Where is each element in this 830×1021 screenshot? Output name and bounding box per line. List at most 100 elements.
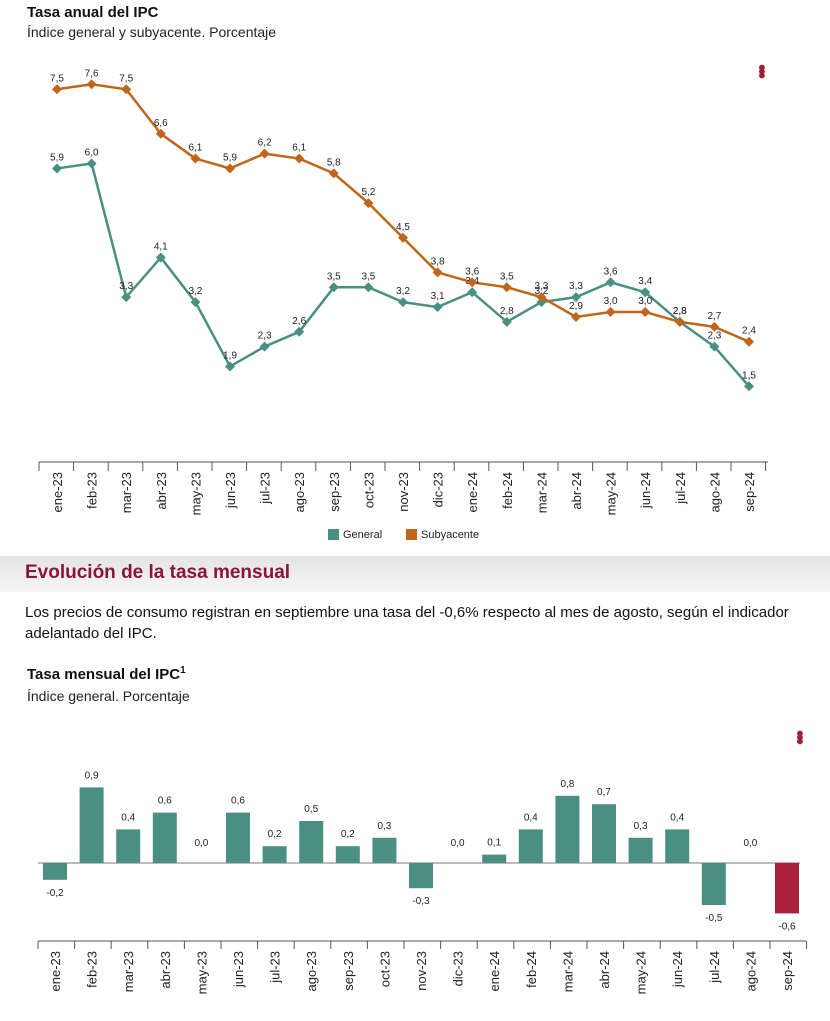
x-tick-label: ago-24 (707, 472, 722, 512)
data-point-subyacente (640, 307, 651, 317)
series-line-general (56, 162, 750, 388)
bar-value-label: 0,3 (377, 821, 391, 832)
x-tick-label: ene-24 (487, 951, 502, 991)
x-tick-label: feb-23 (85, 472, 100, 509)
bar-value-label: 0,5 (304, 804, 318, 815)
bar (518, 829, 543, 863)
bar (482, 854, 507, 863)
data-point-general (328, 282, 339, 293)
x-tick-label: ago-24 (743, 951, 758, 991)
bar-value-label: 0,4 (670, 812, 684, 823)
data-label-general: 6,0 (85, 148, 99, 159)
data-label-general: 3,2 (396, 286, 410, 297)
monthly-chart-title-text: Tasa mensual del IPC (27, 666, 181, 683)
legend-label-subyacente: Subyacente (421, 529, 479, 541)
x-tick-label: abr-23 (154, 472, 169, 510)
bar (628, 837, 653, 863)
data-point-general (432, 302, 443, 313)
data-label-general: 1,9 (223, 350, 237, 361)
data-point-general (398, 297, 408, 308)
data-point-subyacente (225, 163, 235, 174)
data-point-general (709, 341, 720, 352)
data-label-subyacente: 3,6 (465, 266, 479, 277)
legend-label-general: General (343, 529, 382, 541)
bar (701, 863, 726, 905)
monthly-chart-subtitle: Índice general. Porcentaje (27, 688, 190, 704)
data-label-general: 3,4 (638, 276, 652, 287)
x-tick-label: dic-23 (431, 472, 446, 507)
section-divider (0, 556, 830, 592)
data-point-general (744, 381, 754, 392)
bar-value-label: 0,2 (268, 829, 282, 840)
bar-value-label: 0,2 (341, 829, 355, 840)
legend-swatch-general (328, 529, 339, 540)
bar (116, 829, 141, 863)
x-tick-label: jun-24 (670, 951, 685, 988)
data-point-general (225, 361, 235, 372)
x-tick-label: abr-24 (569, 472, 584, 510)
data-label-general: 2,6 (292, 316, 306, 327)
data-point-subyacente (294, 153, 305, 164)
data-point-general (259, 341, 270, 352)
data-label-general: 3,3 (119, 281, 133, 292)
x-tick-label: feb-24 (500, 472, 515, 509)
data-label-subyacente: 7,6 (85, 68, 99, 79)
data-point-subyacente (501, 282, 512, 293)
data-label-subyacente: 2,8 (673, 306, 687, 317)
x-tick-label: sep-23 (327, 472, 342, 512)
x-tick-label: may-24 (604, 472, 619, 515)
annual-chart-title: Tasa anual del IPC (27, 4, 159, 21)
data-label-general: 3,2 (534, 286, 548, 297)
data-label-subyacente: 5,2 (361, 187, 375, 198)
data-point-subyacente (363, 198, 374, 209)
x-tick-label: jul-24 (673, 472, 688, 505)
data-label-subyacente: 7,5 (119, 73, 133, 84)
data-point-subyacente (432, 267, 443, 278)
x-tick-label: mar-23 (121, 951, 136, 992)
x-tick-label: oct-23 (377, 951, 392, 987)
bar-value-label: 0,4 (524, 812, 538, 823)
data-label-subyacente: 6,1 (292, 143, 306, 154)
legend-swatch-subyacente (406, 529, 417, 540)
footnote-marker: 1 (180, 665, 186, 676)
data-label-general: 3,1 (431, 291, 445, 302)
data-point-general (605, 277, 616, 288)
data-label-general: 3,2 (188, 286, 202, 297)
x-tick-label: jun-23 (223, 472, 238, 509)
data-point-general (155, 252, 166, 263)
data-point-subyacente (155, 128, 166, 139)
data-point-general (363, 282, 374, 293)
x-tick-label: ene-24 (465, 472, 480, 512)
data-point-subyacente (744, 336, 754, 347)
data-point-general (86, 158, 97, 169)
monthly-bar-chart: -0,2 0,9 0,4 0,6 0,0 0,6 0,2 0,5 0,2 0,3 -0,3 0,0 0,… (37, 770, 808, 994)
bar (409, 863, 433, 889)
data-point-general (640, 287, 651, 298)
bar-value-label: 0,6 (231, 796, 245, 807)
data-point-subyacente (674, 316, 685, 327)
bar (592, 804, 616, 863)
data-point-general (501, 316, 512, 327)
bar-value-label: -0,6 (778, 921, 796, 932)
data-point-subyacente (605, 307, 616, 317)
section-title: Evolución de la tasa mensual (25, 562, 291, 583)
x-tick-label: mar-24 (560, 951, 575, 992)
data-label-general: 2,3 (258, 331, 272, 342)
bar-value-label: -0,5 (705, 913, 723, 924)
data-point-subyacente (190, 153, 201, 164)
data-label-subyacente: 2,4 (742, 326, 756, 337)
bar (79, 787, 104, 863)
x-tick-label: feb-23 (85, 951, 100, 988)
bar (262, 846, 287, 863)
bar-value-label: 0,4 (121, 812, 135, 823)
data-label-subyacente: 2,9 (569, 301, 583, 312)
x-tick-label: ago-23 (304, 951, 319, 991)
x-tick-label: jul-23 (268, 951, 283, 984)
data-label-general: 1,5 (742, 370, 756, 381)
section-paragraph: Los precios de consumo registran en sept… (25, 604, 789, 642)
bar (372, 837, 397, 863)
monthly-chart-title: Tasa mensual del IPC1 (27, 665, 186, 683)
bar (299, 821, 324, 863)
data-label-general: 2,8 (500, 306, 514, 317)
bar (152, 812, 177, 863)
